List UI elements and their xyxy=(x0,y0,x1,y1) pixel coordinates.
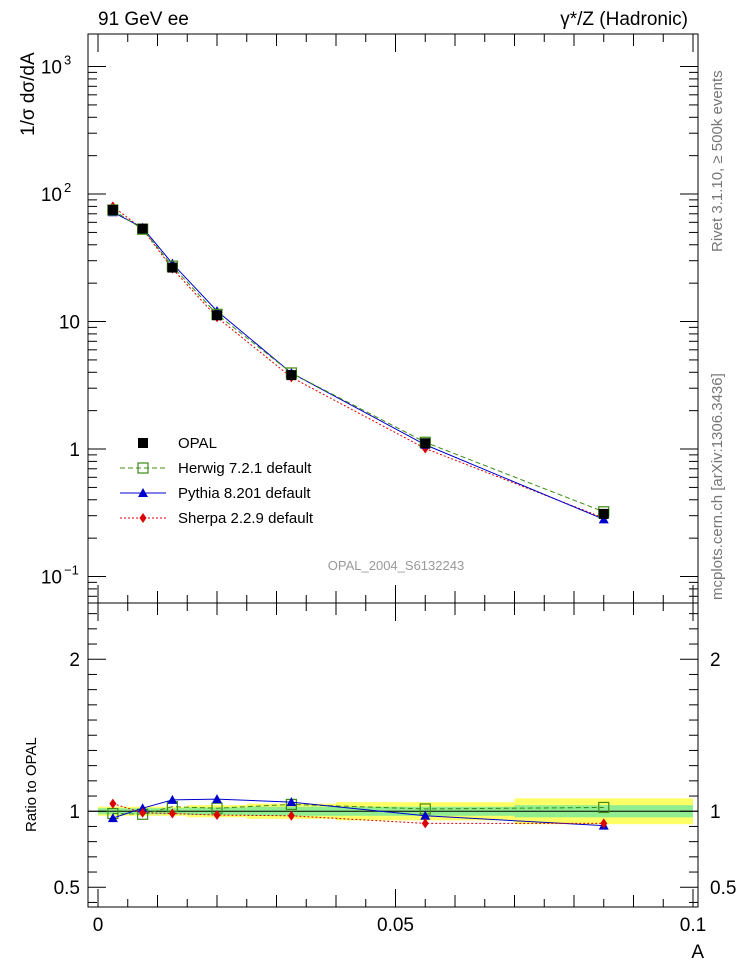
ratio-ytick-label-right: 1 xyxy=(710,802,721,823)
legend: OPAL Herwig 7.2.1 default Pythia 8.201 def… xyxy=(120,435,314,527)
main-ytick-exponent: −1 xyxy=(64,563,79,578)
main-opal-point xyxy=(598,508,609,519)
ratio-pythia-point xyxy=(212,794,222,804)
ratio-ytick-label: 0.5 xyxy=(54,878,80,899)
main-opal-point xyxy=(212,310,222,321)
ratio-herwig-point xyxy=(598,801,610,814)
side-text-bottom: mcplots.cern.ch [arXiv:1306.3436] xyxy=(709,373,726,600)
header-right: γ*/Z (Hadronic) xyxy=(560,9,688,30)
ratio-pythia-point xyxy=(167,794,178,804)
ratio-herwig-line xyxy=(112,803,604,815)
legend-label-sherpa: Sherpa 2.2.9 default xyxy=(178,510,314,527)
ratio-pythia-point xyxy=(137,803,148,813)
ratio-sherpa-point xyxy=(287,810,295,821)
watermark: OPAL_2004_S6132243 xyxy=(328,558,464,573)
header-left: 91 GeV ee xyxy=(98,9,189,30)
legend-marker-herwig xyxy=(137,462,149,474)
ratio-pythia-point xyxy=(107,813,118,823)
main-ytick-label: 10 xyxy=(41,185,62,206)
ratio-ytick-label-right: 0.5 xyxy=(710,878,736,899)
main-ytick-exponent: 2 xyxy=(64,180,71,195)
ratio-sherpa-point xyxy=(600,818,608,829)
x-axis-label: A xyxy=(691,942,704,963)
ratio-frame xyxy=(87,602,699,908)
legend-marker-sherpa xyxy=(139,513,147,523)
xtick-label: 0.05 xyxy=(377,915,414,936)
main-opal-point xyxy=(107,204,118,215)
main-opal-point xyxy=(167,262,178,273)
main-ytick-label: 1 xyxy=(69,440,80,461)
main-ytick-exponent: 3 xyxy=(64,53,71,68)
main-opal-point xyxy=(420,438,431,449)
ratio-sherpa-point xyxy=(168,808,176,819)
legend-label-pythia: Pythia 8.201 default xyxy=(178,485,311,502)
legend-marker-opal xyxy=(138,438,148,448)
xtick-label: 0 xyxy=(93,915,104,936)
legend-label-herwig: Herwig 7.2.1 default xyxy=(178,460,312,477)
ratio-plot: 0 0.05 0.10.5 0.51 12 2 xyxy=(54,602,736,936)
main-ytick-label: 10 xyxy=(41,568,62,589)
legend-marker-pythia xyxy=(138,488,148,497)
ratio-ylabel: Ratio to OPAL xyxy=(23,737,40,832)
side-text-top: Rivet 3.1.10, ≥ 500k events xyxy=(709,70,726,252)
ratio-pythia-point xyxy=(286,797,297,807)
main-ylabel: 1/σ dσ/dA xyxy=(18,52,39,136)
main-ytick-label: 10 xyxy=(41,58,62,79)
main-ytick-label: 10 xyxy=(59,313,80,334)
xtick-label: 0.1 xyxy=(680,915,706,936)
ratio-ytick-label: 2 xyxy=(69,650,80,671)
main-opal-point xyxy=(286,370,297,381)
ratio-ytick-label-right: 2 xyxy=(710,650,721,671)
ratio-sherpa-point xyxy=(213,810,221,821)
ratio-sherpa-point xyxy=(139,807,147,818)
legend-label-opal: OPAL xyxy=(178,435,217,452)
ratio-ytick-label: 1 xyxy=(69,802,80,823)
ratio-sherpa-point xyxy=(109,798,117,809)
ratio-sherpa-point xyxy=(421,818,429,829)
ratio-pythia-point xyxy=(420,810,431,820)
main-opal-point xyxy=(137,223,148,234)
